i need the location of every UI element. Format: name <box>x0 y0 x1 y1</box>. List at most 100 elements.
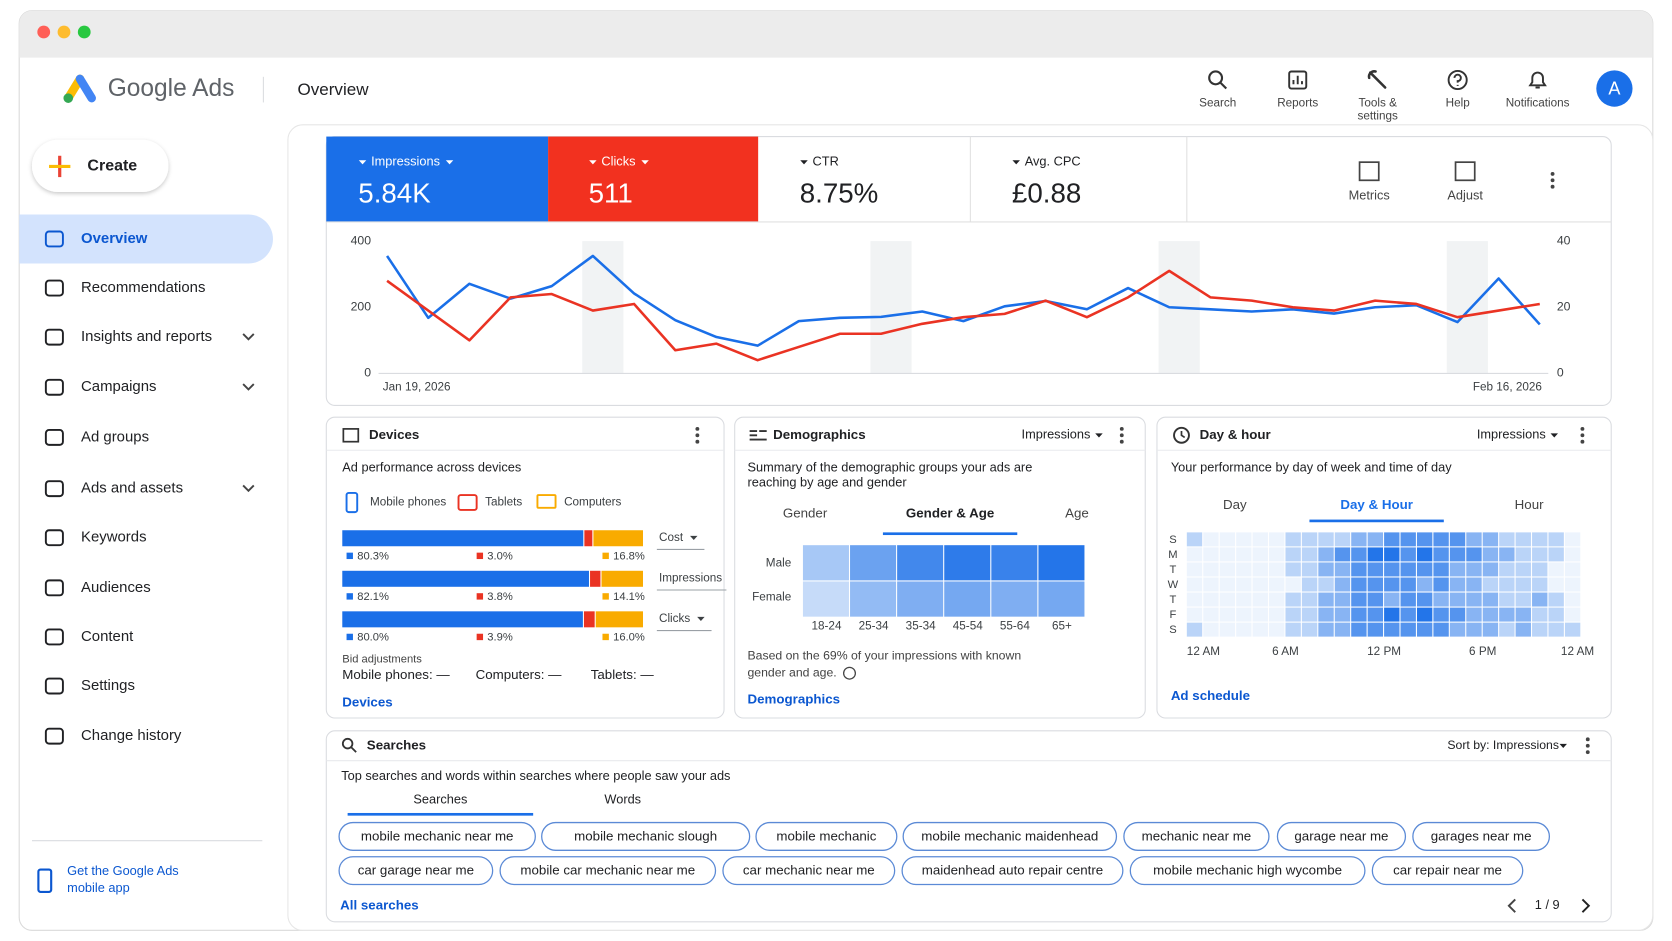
dropdown-arrow[interactable] <box>1550 433 1559 438</box>
nav-icon[interactable] <box>44 529 64 547</box>
more-menu[interactable] <box>1580 426 1585 431</box>
dropdown-arrow[interactable] <box>589 160 597 165</box>
avatar[interactable] <box>1596 70 1633 107</box>
nav-icon[interactable] <box>44 677 64 695</box>
metric-selector[interactable]: Impressions <box>659 571 722 584</box>
dropdown-arrow[interactable] <box>1559 743 1567 748</box>
bell-icon[interactable] <box>1528 71 1547 89</box>
chip-label[interactable]: car mechanic near me <box>743 863 875 878</box>
app-promo[interactable]: Get the Google Ads <box>67 863 179 878</box>
nav-icon[interactable] <box>44 230 64 248</box>
action-label[interactable]: Notifications <box>1506 97 1570 110</box>
metrics-label[interactable]: Metrics <box>1349 188 1390 203</box>
action-label[interactable]: Tools & <box>1358 97 1397 110</box>
nav-icon[interactable] <box>44 628 64 646</box>
dropdown-arrow[interactable] <box>690 535 698 540</box>
reports-icon[interactable] <box>1292 75 1303 85</box>
create-button[interactable] <box>31 139 169 193</box>
next-page[interactable] <box>1581 898 1591 913</box>
dropdown-arrow[interactable] <box>800 160 808 165</box>
more-menu[interactable] <box>1550 178 1555 183</box>
more-menu[interactable] <box>1585 743 1590 748</box>
search-chip[interactable] <box>338 821 536 851</box>
close-button[interactable] <box>37 25 51 39</box>
metrics-icon[interactable] <box>1358 161 1380 182</box>
nav-item[interactable]: Ad groups <box>81 428 149 445</box>
card-link[interactable]: Devices <box>342 695 392 710</box>
more-menu[interactable] <box>1580 433 1585 438</box>
chip-label[interactable]: mobile mechanic maidenhead <box>921 828 1098 843</box>
metric-selector[interactable]: Cost <box>659 531 684 544</box>
create-label[interactable]: Create <box>87 158 137 175</box>
phone-icon[interactable] <box>37 868 53 893</box>
dropdown-arrow[interactable] <box>1012 160 1020 165</box>
chip-label[interactable]: mobile mechanic high wycombe <box>1153 863 1342 878</box>
dropdown-arrow[interactable] <box>445 160 454 165</box>
reports-icon[interactable] <box>1288 70 1308 90</box>
search-chip[interactable] <box>1412 821 1551 851</box>
tab[interactable]: Age <box>1065 506 1089 521</box>
nav-item[interactable]: Change history <box>81 727 182 744</box>
nav-item[interactable]: Overview <box>81 230 148 247</box>
search-chip[interactable] <box>541 821 751 851</box>
kpi-label[interactable]: Impressions <box>371 154 440 169</box>
sort-selector[interactable]: Sort by: Impressions <box>1447 738 1559 752</box>
kpi-label[interactable]: Clicks <box>601 154 635 169</box>
tab[interactable]: Day & Hour <box>1340 497 1413 512</box>
nav-icon[interactable] <box>44 727 64 745</box>
nav-icon[interactable] <box>44 480 64 498</box>
action-label[interactable]: Reports <box>1277 97 1318 110</box>
search-icon[interactable] <box>1219 81 1228 90</box>
action-label[interactable]: Search <box>1199 97 1236 110</box>
chip-label[interactable]: car repair near me <box>1393 863 1502 878</box>
search-chip[interactable] <box>901 856 1124 886</box>
nav-chevron[interactable] <box>242 383 255 391</box>
adjust-label[interactable]: Adjust <box>1447 188 1483 203</box>
chip-label[interactable]: car garage near me <box>358 863 474 878</box>
nav-item[interactable]: Recommendations <box>81 279 205 296</box>
tab[interactable]: Words <box>604 792 641 807</box>
nav-item[interactable]: Content <box>81 628 134 645</box>
search-icon[interactable] <box>1208 70 1224 86</box>
more-menu[interactable] <box>695 426 700 431</box>
help-icon[interactable] <box>1453 73 1462 86</box>
nav-chevron[interactable] <box>242 333 255 341</box>
search-chip[interactable] <box>722 856 896 886</box>
action-label[interactable]: Help <box>1446 97 1471 110</box>
search-chip[interactable] <box>499 856 717 886</box>
kpi-tile[interactable] <box>548 136 759 222</box>
kpi-label[interactable]: CTR <box>813 154 839 169</box>
more-menu[interactable] <box>1119 433 1124 438</box>
prev-page[interactable] <box>1507 898 1516 913</box>
nav-item[interactable]: Settings <box>81 677 135 694</box>
search-chip[interactable] <box>1371 856 1524 886</box>
more-menu[interactable] <box>1585 750 1590 755</box>
metric-selector[interactable]: Impressions <box>1022 427 1091 442</box>
card-link[interactable]: All searches <box>340 897 419 912</box>
kpi-label[interactable]: Avg. CPC <box>1025 154 1081 169</box>
metric-selector[interactable]: Clicks <box>659 612 690 625</box>
nav-icon[interactable] <box>44 428 64 446</box>
dropdown-arrow[interactable] <box>358 160 367 165</box>
dropdown-arrow[interactable] <box>641 160 649 165</box>
nav-icon[interactable] <box>44 378 64 396</box>
search-chip[interactable] <box>338 856 494 886</box>
chip-label[interactable]: mobile mechanic <box>776 828 876 843</box>
dropdown-arrow[interactable] <box>697 616 705 622</box>
search-chip[interactable] <box>755 821 898 851</box>
minimize-button[interactable] <box>57 25 71 39</box>
more-menu[interactable] <box>1550 184 1555 189</box>
chip-label[interactable]: mobile mechanic slough <box>574 828 717 843</box>
chip-label[interactable]: mobile car mechanic near me <box>520 863 695 878</box>
more-menu[interactable] <box>695 433 700 438</box>
chip-label[interactable]: maidenhead auto repair centre <box>922 863 1103 878</box>
search-chip[interactable] <box>1129 856 1366 886</box>
chip-label[interactable]: mechanic near me <box>1142 828 1252 843</box>
action-label[interactable]: settings <box>1358 109 1399 122</box>
tab[interactable]: Gender <box>783 506 828 521</box>
tools-icon[interactable] <box>1367 70 1387 89</box>
chip-label[interactable]: mobile mechanic near me <box>361 828 514 843</box>
tab[interactable]: Day <box>1223 497 1247 512</box>
app-promo[interactable]: mobile app <box>67 880 130 895</box>
adjust-icon[interactable] <box>1454 161 1476 182</box>
